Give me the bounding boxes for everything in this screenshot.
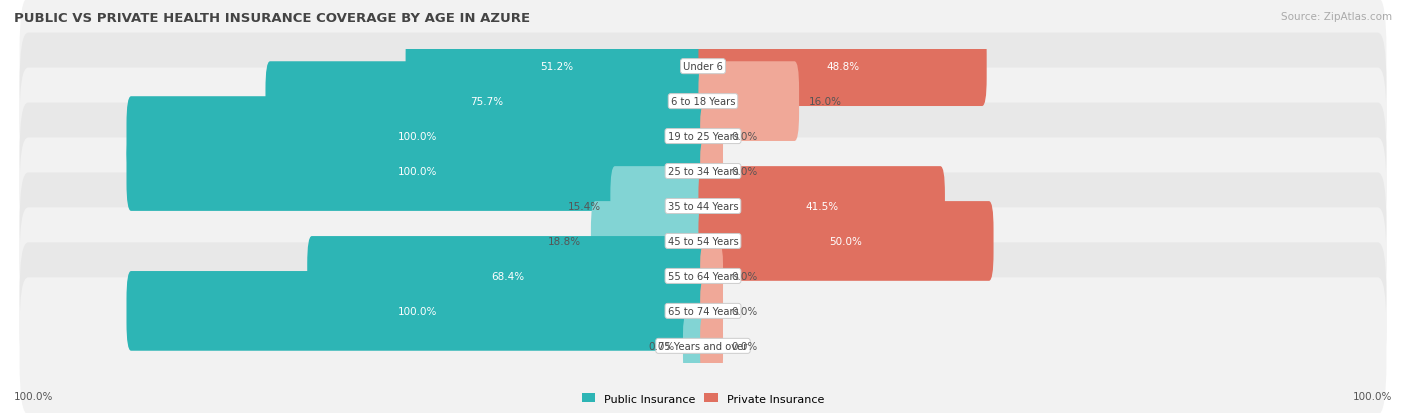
FancyBboxPatch shape [308, 237, 707, 316]
Text: 0.0%: 0.0% [731, 166, 758, 177]
FancyBboxPatch shape [127, 132, 707, 211]
Text: 0.0%: 0.0% [731, 341, 758, 351]
FancyBboxPatch shape [127, 271, 707, 351]
FancyBboxPatch shape [610, 167, 707, 246]
FancyBboxPatch shape [20, 0, 1386, 135]
Text: 65 to 74 Years: 65 to 74 Years [668, 306, 738, 316]
FancyBboxPatch shape [20, 173, 1386, 310]
Text: 75 Years and over: 75 Years and over [658, 341, 748, 351]
FancyBboxPatch shape [20, 243, 1386, 380]
Text: PUBLIC VS PRIVATE HEALTH INSURANCE COVERAGE BY AGE IN AZURE: PUBLIC VS PRIVATE HEALTH INSURANCE COVER… [14, 12, 530, 25]
Text: 19 to 25 Years: 19 to 25 Years [668, 132, 738, 142]
Text: 50.0%: 50.0% [830, 236, 862, 247]
FancyBboxPatch shape [20, 278, 1386, 413]
Text: 15.4%: 15.4% [568, 202, 600, 211]
Text: 100.0%: 100.0% [398, 306, 437, 316]
Text: 55 to 64 Years: 55 to 64 Years [668, 271, 738, 281]
FancyBboxPatch shape [700, 247, 723, 306]
Text: 16.0%: 16.0% [808, 97, 842, 107]
Text: 48.8%: 48.8% [825, 62, 859, 72]
Text: 68.4%: 68.4% [491, 271, 524, 281]
Text: 35 to 44 Years: 35 to 44 Years [668, 202, 738, 211]
Text: 41.5%: 41.5% [806, 202, 838, 211]
Text: Source: ZipAtlas.com: Source: ZipAtlas.com [1281, 12, 1392, 22]
FancyBboxPatch shape [699, 167, 945, 246]
Text: 0.0%: 0.0% [731, 271, 758, 281]
FancyBboxPatch shape [699, 62, 799, 142]
FancyBboxPatch shape [20, 33, 1386, 170]
FancyBboxPatch shape [127, 97, 707, 176]
FancyBboxPatch shape [700, 282, 723, 340]
FancyBboxPatch shape [591, 202, 707, 281]
Text: 0.0%: 0.0% [648, 341, 675, 351]
FancyBboxPatch shape [700, 317, 723, 375]
Text: 18.8%: 18.8% [548, 236, 581, 247]
Text: 75.7%: 75.7% [470, 97, 503, 107]
Text: 6 to 18 Years: 6 to 18 Years [671, 97, 735, 107]
Text: 0.0%: 0.0% [731, 306, 758, 316]
FancyBboxPatch shape [683, 317, 706, 375]
Text: 100.0%: 100.0% [398, 166, 437, 177]
FancyBboxPatch shape [266, 62, 707, 142]
FancyBboxPatch shape [699, 27, 987, 107]
FancyBboxPatch shape [20, 138, 1386, 275]
FancyBboxPatch shape [20, 208, 1386, 344]
FancyBboxPatch shape [20, 103, 1386, 240]
Text: 25 to 34 Years: 25 to 34 Years [668, 166, 738, 177]
FancyBboxPatch shape [700, 107, 723, 166]
Text: 45 to 54 Years: 45 to 54 Years [668, 236, 738, 247]
Legend: Public Insurance, Private Insurance: Public Insurance, Private Insurance [578, 389, 828, 408]
Text: 100.0%: 100.0% [398, 132, 437, 142]
Text: 100.0%: 100.0% [1353, 391, 1392, 401]
FancyBboxPatch shape [405, 27, 707, 107]
Text: Under 6: Under 6 [683, 62, 723, 72]
FancyBboxPatch shape [700, 142, 723, 201]
Text: 0.0%: 0.0% [731, 132, 758, 142]
Text: 51.2%: 51.2% [540, 62, 574, 72]
FancyBboxPatch shape [20, 69, 1386, 205]
Text: 100.0%: 100.0% [14, 391, 53, 401]
FancyBboxPatch shape [699, 202, 994, 281]
